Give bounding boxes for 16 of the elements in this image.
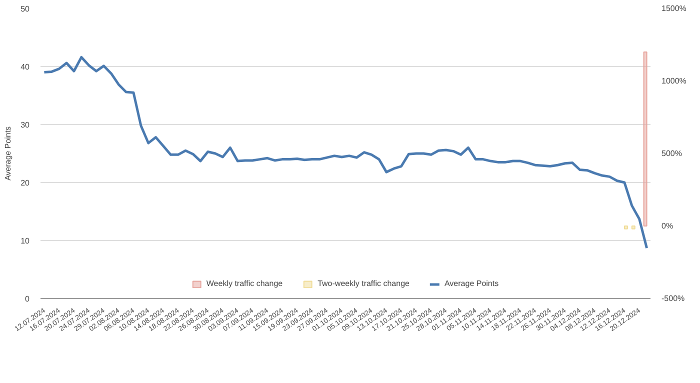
- y-tick-label: 40: [20, 62, 30, 72]
- y-tick-label: 30: [20, 120, 30, 130]
- y2-tick-label: -500%: [662, 294, 685, 303]
- y2-tick-label: 1000%: [662, 76, 686, 86]
- line-series: [42, 56, 648, 250]
- y-tick-label: 0: [25, 294, 30, 304]
- y-axis-title: Average Points: [4, 126, 13, 181]
- legend-label: Weekly traffic change: [206, 279, 283, 288]
- y-tick-label: 50: [20, 4, 30, 14]
- y2-tick-label: 500%: [662, 149, 682, 158]
- y-tick-label: 20: [20, 178, 30, 188]
- legend-label: Two-weekly traffic change: [318, 279, 410, 288]
- y-tick-label: 10: [20, 236, 30, 246]
- y2-tick-label: 0%: [662, 222, 674, 230]
- legend-label: Average Points: [444, 279, 499, 288]
- y2-tick-label: 1500%: [662, 4, 686, 13]
